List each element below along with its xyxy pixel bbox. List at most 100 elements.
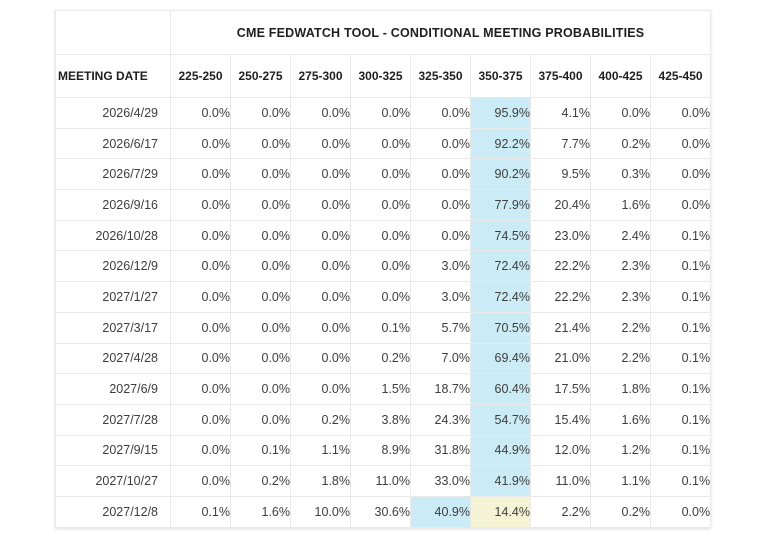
probability-cell: 12.0% [530, 434, 591, 467]
probability-cell: 3.8% [350, 403, 411, 436]
meeting-date-cell: 2026/10/28 [55, 219, 171, 252]
table-row: 2026/10/28 0.0% 0.0% 0.0% 0.0% 0.0% 74.5% 23.0%… [55, 219, 712, 252]
meeting-date-header: MEETING DATE [55, 54, 171, 98]
title-row: CME FEDWATCH TOOL - CONDITIONAL MEETING … [55, 10, 712, 55]
meeting-date-cell: 2027/10/27 [55, 465, 171, 497]
probability-cell: 3.0% [410, 281, 471, 313]
rate-range-header: 225-250 [170, 54, 231, 98]
probability-cell: 0.1% [649, 465, 712, 497]
probability-cell: 23.0% [530, 219, 591, 252]
probability-cell: 18.7% [410, 373, 471, 405]
probability-cell: 0.0% [230, 97, 291, 129]
probability-cell: 0.0% [170, 250, 231, 283]
probability-cell: 1.6% [230, 495, 291, 528]
probability-cell: 1.6% [590, 403, 651, 436]
fedwatch-table-container: CME FEDWATCH TOOL - CONDITIONAL MEETING … [55, 10, 712, 528]
fedwatch-probability-table: CME FEDWATCH TOOL - CONDITIONAL MEETING … [55, 10, 712, 528]
probability-cell: 2.4% [590, 219, 651, 252]
meeting-date-cell: 2027/4/28 [55, 342, 171, 375]
probability-cell: 0.0% [230, 219, 291, 252]
probability-cell: 0.0% [290, 127, 351, 160]
table-row: 2027/4/28 0.0% 0.0% 0.0% 0.2% 7.0% 69.4% 21.0% 2… [55, 342, 712, 375]
probability-cell: 60.4% [470, 373, 531, 405]
probability-cell: 0.0% [170, 189, 231, 221]
probability-cell: 7.0% [410, 342, 471, 375]
probability-cell: 0.0% [350, 97, 411, 129]
probability-cell: 0.0% [230, 281, 291, 313]
column-header-row: MEETING DATE 225-250 250-275 275-300 300-32… [55, 54, 712, 98]
probability-cell: 0.0% [410, 219, 471, 252]
probability-cell: 21.0% [530, 342, 591, 375]
probability-cell: 3.0% [410, 250, 471, 283]
probability-cell: 0.0% [170, 281, 231, 313]
probability-cell: 72.4% [470, 281, 531, 313]
probability-cell: 1.2% [590, 434, 651, 467]
probability-cell: 0.0% [290, 373, 351, 405]
probability-cell: 0.2% [230, 465, 291, 497]
probability-cell: 40.9% [410, 495, 471, 528]
probability-cell: 1.5% [350, 373, 411, 405]
table-row: 2026/9/16 0.0% 0.0% 0.0% 0.0% 0.0% 77.9% 20.4% 1… [55, 189, 712, 221]
probability-cell: 0.1% [649, 219, 712, 252]
probability-cell: 0.0% [170, 311, 231, 344]
probability-cell: 0.2% [590, 127, 651, 160]
probability-cell: 0.0% [170, 127, 231, 160]
rate-range-header: 350-375 [470, 54, 531, 98]
table-row: 2026/4/29 0.0% 0.0% 0.0% 0.0% 0.0% 95.9% 4.1% 0.… [55, 97, 712, 129]
probability-cell: 0.0% [230, 189, 291, 221]
probability-cell: 0.1% [230, 434, 291, 467]
table-row: 2027/10/27 0.0% 0.2% 1.8% 11.0% 33.0% 41.9% 11.… [55, 465, 712, 497]
probability-cell: 0.1% [649, 342, 712, 375]
probability-cell: 0.0% [170, 373, 231, 405]
table-row: 2026/12/9 0.0% 0.0% 0.0% 0.0% 3.0% 72.4% 22.2% 2… [55, 250, 712, 283]
probability-cell: 0.0% [410, 127, 471, 160]
probability-cell: 0.0% [230, 127, 291, 160]
probability-cell: 20.4% [530, 189, 591, 221]
probability-cell: 44.9% [470, 434, 531, 467]
probability-cell: 54.7% [470, 403, 531, 436]
probability-cell: 70.5% [470, 311, 531, 344]
probability-cell: 0.0% [230, 342, 291, 375]
probability-cell: 0.2% [350, 342, 411, 375]
probability-cell: 0.0% [230, 403, 291, 436]
probability-cell: 0.0% [290, 311, 351, 344]
probability-cell: 11.0% [350, 465, 411, 497]
probability-cell: 0.0% [230, 311, 291, 344]
meeting-date-cell: 2027/6/9 [55, 373, 171, 405]
probability-cell: 0.0% [410, 189, 471, 221]
table-row: 2027/7/28 0.0% 0.0% 0.2% 3.8% 24.3% 54.7% 15.4%… [55, 403, 712, 436]
probability-cell: 33.0% [410, 465, 471, 497]
probability-cell: 0.1% [649, 281, 712, 313]
probability-cell: 0.2% [590, 495, 651, 528]
table-row: 2027/6/9 0.0% 0.0% 0.0% 1.5% 18.7% 60.4% 17.5% 1… [55, 373, 712, 405]
probability-cell: 72.4% [470, 250, 531, 283]
probability-cell: 1.8% [590, 373, 651, 405]
meeting-date-cell: 2027/9/15 [55, 434, 171, 467]
probability-cell: 1.1% [290, 434, 351, 467]
meeting-date-cell: 2027/1/27 [55, 281, 171, 313]
probability-cell: 2.3% [590, 250, 651, 283]
probability-cell: 1.8% [290, 465, 351, 497]
probability-cell: 22.2% [530, 250, 591, 283]
probability-cell: 0.0% [290, 189, 351, 221]
meeting-date-cell: 2026/4/29 [55, 97, 171, 129]
probability-cell: 0.3% [590, 158, 651, 191]
probability-cell: 90.2% [470, 158, 531, 191]
probability-cell: 7.7% [530, 127, 591, 160]
probability-cell: 1.6% [590, 189, 651, 221]
probability-cell: 24.3% [410, 403, 471, 436]
probability-cell: 22.2% [530, 281, 591, 313]
probability-cell: 0.0% [350, 127, 411, 160]
probability-cell: 0.0% [230, 373, 291, 405]
probability-cell: 0.0% [290, 158, 351, 191]
probability-cell: 0.0% [230, 250, 291, 283]
probability-cell: 0.1% [649, 250, 712, 283]
probability-cell: 0.0% [290, 219, 351, 252]
probability-cell: 0.1% [350, 311, 411, 344]
meeting-date-cell: 2026/6/17 [55, 127, 171, 160]
meeting-date-cell: 2026/9/16 [55, 189, 171, 221]
rate-range-header: 250-275 [230, 54, 291, 98]
probability-cell: 9.5% [530, 158, 591, 191]
table-title: CME FEDWATCH TOOL - CONDITIONAL MEETING … [169, 10, 712, 55]
table-row: 2027/9/15 0.0% 0.1% 1.1% 8.9% 31.8% 44.9% 12.0%… [55, 434, 712, 467]
